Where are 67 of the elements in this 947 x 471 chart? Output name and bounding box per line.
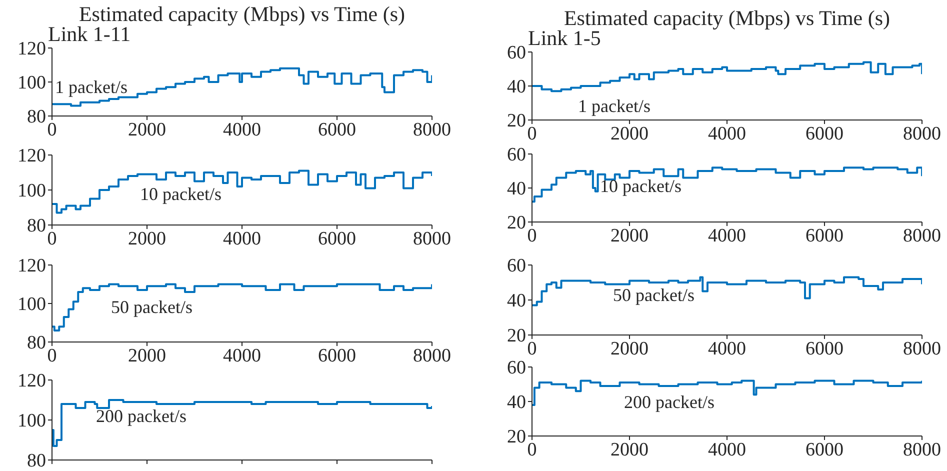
x-tick-label: 0 (47, 345, 57, 366)
y-tick-label: 80 (27, 332, 46, 354)
annotation: 200 packet/s (96, 406, 186, 427)
annotation: 10 packet/s (140, 184, 222, 205)
x-tick-label: 4000 (708, 338, 746, 360)
y-tick-label: 40 (507, 76, 526, 98)
y-tick-label: 40 (507, 290, 526, 312)
annotation: 50 packet/s (111, 297, 192, 318)
x-tick-label: 4000 (708, 123, 746, 144)
x-tick-label: 8000 (903, 338, 941, 360)
x-tick-label: 6000 (318, 119, 356, 140)
y-tick-label: 120 (18, 38, 46, 60)
y-tick-label: 100 (18, 410, 46, 432)
y-tick-label: 60 (507, 358, 526, 379)
x-tick-label: 6000 (806, 225, 844, 246)
x-tick-label: 0 (527, 123, 537, 144)
y-tick-label: 60 (507, 256, 526, 277)
x-tick-label: 0 (527, 439, 537, 460)
x-tick-label: 2000 (610, 123, 648, 144)
y-tick-label: 120 (18, 370, 46, 392)
annotation: 50 packet/s (613, 285, 694, 306)
x-tick-label: 8000 (413, 119, 451, 140)
y-tick-label: 100 (18, 294, 46, 316)
y-tick-label: 40 (507, 178, 526, 200)
y-tick-label: 120 (18, 256, 46, 277)
x-tick-label: 6000 (806, 123, 844, 144)
y-tick-label: 20 (507, 110, 526, 132)
x-tick-label: 0 (47, 228, 57, 250)
annotation: 1 packet/s (55, 77, 128, 98)
y-tick-label: 20 (507, 212, 526, 234)
x-tick-label: 2000 (610, 225, 648, 246)
x-tick-label: 6000 (806, 338, 844, 360)
x-tick-label: 2000 (128, 345, 166, 366)
x-tick-label: 4000 (708, 225, 746, 246)
y-tick-label: 120 (18, 146, 46, 167)
y-tick-label: 60 (507, 42, 526, 64)
x-tick-label: 8000 (903, 225, 941, 246)
x-tick-label: 4000 (223, 345, 261, 366)
y-tick-label: 20 (507, 426, 526, 448)
x-tick-label: 8000 (903, 439, 941, 460)
y-tick-label: 60 (507, 144, 526, 166)
y-tick-label: 100 (18, 180, 46, 202)
x-tick-label: 8000 (413, 345, 451, 366)
x-tick-label: 4000 (223, 228, 261, 250)
x-tick-label: 2000 (610, 439, 648, 460)
x-tick-label: 2000 (610, 338, 648, 360)
x-tick-label: 4000 (708, 439, 746, 460)
x-tick-label: 2000 (128, 119, 166, 140)
annotation: 1 packet/s (578, 96, 650, 117)
y-tick-label: 80 (27, 106, 46, 128)
y-tick-label: 80 (27, 450, 46, 471)
y-tick-label: 80 (27, 216, 46, 237)
y-tick-label: 40 (507, 392, 526, 414)
x-tick-label: 0 (527, 338, 537, 360)
x-tick-label: 2000 (128, 228, 166, 250)
x-tick-label: 6000 (318, 345, 356, 366)
x-tick-label: 6000 (318, 228, 356, 250)
y-tick-label: 100 (18, 72, 46, 94)
x-tick-label: 4000 (223, 119, 261, 140)
x-tick-label: 6000 (806, 439, 844, 460)
x-tick-label: 8000 (903, 123, 941, 144)
x-tick-label: 8000 (413, 228, 451, 250)
x-tick-label: 0 (47, 119, 57, 140)
y-tick-label: 20 (507, 326, 526, 347)
x-tick-label: 0 (527, 225, 537, 246)
annotation: 200 packet/s (624, 392, 714, 413)
annotation: 10 packet/s (600, 176, 682, 197)
